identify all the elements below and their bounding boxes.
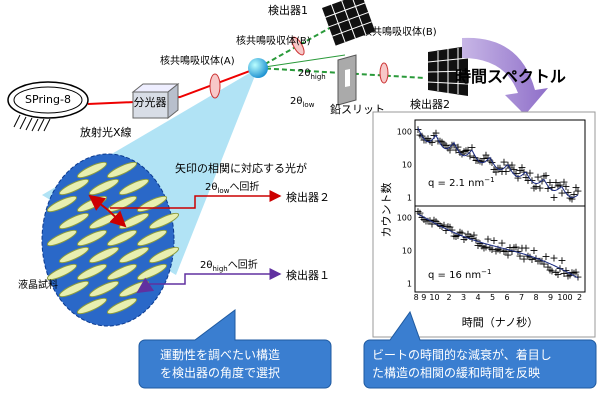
x-tick-label: 6	[504, 293, 509, 302]
route-high	[150, 274, 280, 284]
q: q = 2.1 nm	[428, 178, 484, 189]
slit-gap	[345, 69, 350, 87]
y-tick-label: 100	[397, 128, 412, 137]
x-tick-label: 3	[461, 293, 466, 302]
beam-label: 放射光X線	[80, 125, 132, 139]
angle-line	[258, 55, 345, 68]
angle-symbol: 2θ	[200, 260, 212, 271]
exp: −1	[481, 268, 491, 276]
sample-label: 液晶試料	[18, 278, 58, 291]
plot-frame	[373, 112, 595, 337]
angle-symbol: 2θ	[205, 182, 217, 193]
source-label: SPring-8	[25, 93, 71, 106]
x-tick-label: 10	[429, 293, 439, 302]
angle-symbol: 2θ	[298, 68, 310, 79]
suffix: へ回折	[228, 258, 258, 271]
exp: −1	[484, 176, 494, 184]
source	[8, 82, 88, 131]
sample-sphere	[248, 58, 268, 78]
target-high: 検出器１	[286, 268, 330, 282]
angle-high: 2θhigh	[298, 68, 326, 81]
suffix: へ回折	[229, 180, 259, 193]
callout-right-line: た構造の相関の緩和時間を反映	[372, 366, 540, 380]
x-tick-label: 4	[475, 293, 480, 302]
x-tick-label: 2	[577, 293, 582, 302]
detector-1	[322, 0, 375, 46]
x-tick-label: 100	[557, 293, 572, 302]
absorber-a-label: 核共鳴吸収体(A)	[160, 54, 235, 67]
x-tick-label: 5	[490, 293, 495, 302]
angle-sub: low	[217, 187, 229, 195]
y-tick-label: 1	[407, 280, 412, 289]
angle-sub: high	[212, 265, 227, 273]
y-tick-label: 10	[402, 161, 412, 170]
q: q = 16 nm	[428, 270, 481, 281]
spectrum-title: 時間スペクトル	[455, 67, 566, 86]
callout-right-line: ビートの時間的な減衰が、着目し	[372, 347, 552, 362]
angle-symbol: 2θ	[290, 96, 302, 107]
callout-left-line: 運動性を調べたい構造	[160, 348, 280, 362]
absorber-a	[210, 74, 220, 98]
x-tick-label: 9	[548, 293, 553, 302]
detector-2-label: 検出器2	[410, 97, 450, 111]
monochromator-label: 分光器	[134, 95, 167, 109]
y-tick-label: 1	[407, 194, 412, 203]
diffraction-high: 2θhighへ回折	[200, 258, 258, 273]
y-label: カウント数	[380, 183, 393, 238]
angle-low: 2θlow	[290, 96, 315, 109]
absorber-b1-label: 核共鳴吸収体(B)	[236, 34, 311, 47]
x-tick-label: 7	[519, 293, 524, 302]
x-tick-label: 2	[446, 293, 451, 302]
diffraction-low: 2θlowへ回折	[205, 180, 259, 195]
y-tick-label: 10	[402, 247, 412, 256]
point: +	[573, 270, 582, 283]
x-tick-label: 8 9	[414, 293, 427, 302]
angle-sub: low	[302, 101, 314, 109]
x-label: 時間（ナノ秒）	[462, 315, 538, 329]
callout-left-line: を検出器の角度で選択	[160, 365, 280, 380]
target-low: 検出器２	[286, 190, 330, 204]
x-tick-label: 8	[533, 293, 538, 302]
angle-sub: high	[310, 73, 325, 81]
arrow-caption: 矢印の相関に対応する光が	[175, 161, 307, 175]
y-tick-label: 100	[397, 214, 412, 223]
absorber-b2	[380, 63, 388, 83]
detector-1-label: 検出器1	[268, 3, 308, 17]
point: +	[573, 185, 582, 198]
